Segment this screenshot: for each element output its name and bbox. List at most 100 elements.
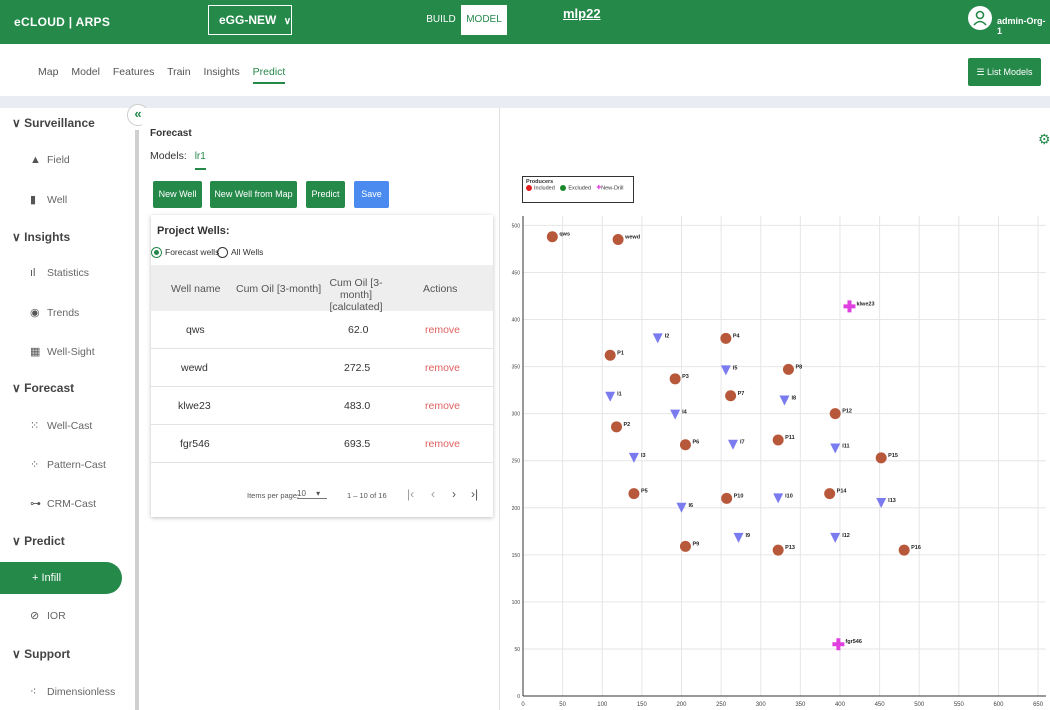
producer-marker [875, 452, 887, 464]
x-tick-label: 250 [716, 702, 727, 708]
previous-page-icon[interactable]: ‹ [431, 487, 435, 501]
excluded-dot-icon [560, 185, 567, 191]
new-well-button[interactable]: New Well [153, 181, 202, 208]
list-models-button[interactable]: ☰ List Models [968, 58, 1041, 86]
injector-marker [830, 532, 841, 543]
tab-model[interactable]: Model [71, 66, 100, 78]
sidebar-item-crm-cast[interactable]: ⊶ CRM-Cast [30, 497, 96, 510]
sidebar-item-label: Dimensionless [47, 686, 116, 698]
save-button[interactable]: Save [354, 181, 389, 208]
x-tick-label: 0 [521, 702, 525, 708]
sidebar-group-predict[interactable]: ∨ Predict [12, 534, 65, 548]
y-tick-label: 100 [512, 600, 521, 606]
sidebar-group-label: Support [24, 647, 71, 661]
point-label: I1 [617, 392, 622, 398]
model-tab-lr1[interactable]: lr1 [194, 151, 206, 170]
pattern-icon: ⁘ [30, 459, 40, 471]
sidebar-group-label: Forecast [24, 381, 75, 395]
point-label: P8 [795, 364, 802, 370]
injector-marker [605, 391, 616, 402]
project-name-link[interactable]: mlp22 [563, 6, 601, 21]
producer-marker [611, 421, 623, 433]
first-page-icon[interactable]: |‹ [407, 487, 415, 501]
table-row: fgr546 693.5 remove [151, 425, 493, 463]
page-range: 1 – 10 of 16 [347, 491, 387, 500]
producer-marker [669, 373, 681, 385]
sidebar-item-ior[interactable]: ⊘ IOR [30, 609, 66, 622]
point-label: P2 [624, 422, 631, 428]
tab-train[interactable]: Train [167, 66, 191, 78]
sidebar-item-well-cast[interactable]: ⁙ Well-Cast [30, 419, 92, 432]
sidebar-group-forecast[interactable]: ∨ Forecast [12, 381, 75, 395]
sidebar-item-label: Infill [41, 572, 62, 584]
producer-marker [721, 492, 733, 504]
producer-marker [772, 434, 784, 446]
legend-item-included: Included [534, 185, 555, 192]
tab-predict[interactable]: Predict [252, 66, 286, 84]
build-mode-button[interactable]: BUILD [426, 14, 456, 25]
new-well-from-map-button[interactable]: New Well from Map [210, 181, 297, 208]
producer-marker [720, 332, 732, 344]
point-label: P16 [911, 545, 921, 551]
table-row: klwe23 483.0 remove [151, 387, 493, 425]
user-avatar-icon[interactable] [968, 6, 992, 30]
items-per-page-select[interactable]: 10 ▾ [297, 489, 327, 499]
top-bar: eCLOUD | ARPS eGG-NEW ∨ BUILD MODEL mlp2… [0, 0, 1050, 44]
column-header-well-name[interactable]: Well name [171, 283, 221, 295]
point-label: P15 [888, 453, 898, 459]
well-scatter-chart[interactable]: 0 50 100 150 200 250 300 350 400 450 500 550 600 650 0… [506, 208, 1050, 710]
network-icon: ⊶ [30, 498, 41, 510]
sidebar-group-support[interactable]: ∨ Support [12, 647, 71, 661]
column-header-line2: [calculated] [329, 301, 383, 313]
tab-features[interactable]: Features [112, 66, 155, 78]
point-label: P14 [837, 489, 848, 495]
point-label: P3 [682, 374, 689, 380]
gear-icon[interactable]: ⚙ [1038, 131, 1050, 147]
point-label: fgr546 [845, 639, 862, 645]
sidebar-item-infill[interactable]: + Infill [0, 562, 122, 594]
models-label: Models: [150, 150, 187, 162]
sidebar-item-label: Well-Sight [47, 346, 95, 358]
point-label: I9 [746, 533, 751, 539]
app-brand[interactable]: eCLOUD | ARPS [14, 15, 111, 29]
next-page-icon[interactable]: › [452, 487, 456, 501]
model-mode-button[interactable]: MODEL [461, 5, 507, 35]
legend-items: Included Excluded ✚New-Drill [526, 185, 630, 191]
sidebar-item-well[interactable]: ▮ Well [30, 193, 67, 206]
paginator: Items per page: 10 ▾ 1 – 10 of 16 |‹ ‹ ›… [151, 483, 493, 513]
column-header-cum-oil-calculated[interactable]: Cum Oil [3-month] [calculated] [318, 277, 394, 313]
tab-map[interactable]: Map [38, 66, 59, 78]
point-label: P1 [617, 350, 624, 356]
remove-link[interactable]: remove [425, 362, 461, 374]
sidebar-item-dimensionless[interactable]: ⁖ Dimensionless [30, 685, 115, 698]
sidebar-item-statistics[interactable]: ıl Statistics [30, 267, 89, 279]
sidebar-item-trends[interactable]: ◉ Trends [30, 306, 79, 319]
cell-well-name: qws [186, 324, 205, 336]
point-label: P4 [733, 333, 741, 339]
sidebar-item-pattern-cast[interactable]: ⁘ Pattern-Cast [30, 458, 106, 471]
user-name[interactable]: admin-Org-1 [997, 16, 1046, 36]
predict-button[interactable]: Predict [306, 181, 345, 208]
column-header-cum-oil[interactable]: Cum Oil [3-month] [236, 283, 322, 295]
sidebar-scrollbar[interactable] [135, 130, 139, 710]
sidebar-group-label: Insights [24, 230, 71, 244]
sidebar-group-surveillance[interactable]: ∨ Surveillance [12, 116, 95, 130]
injector-marker [733, 532, 744, 543]
environment-label: eGG-NEW [219, 13, 277, 27]
environment-selector[interactable]: eGG-NEW ∨ [208, 5, 292, 35]
last-page-icon[interactable]: ›| [471, 487, 479, 501]
x-tick-label: 450 [875, 702, 886, 708]
remove-link[interactable]: remove [425, 438, 461, 450]
point-label: P6 [692, 440, 699, 446]
x-tick-label: 200 [676, 702, 687, 708]
sidebar-group-insights[interactable]: ∨ Insights [12, 230, 71, 244]
tab-insights[interactable]: Insights [203, 66, 240, 78]
new-drill-marker [843, 300, 856, 313]
remove-link[interactable]: remove [425, 324, 461, 336]
remove-link[interactable]: remove [425, 400, 461, 412]
x-tick-label: 150 [637, 702, 648, 708]
sidebar-item-field[interactable]: ▲ Field [30, 154, 70, 166]
sidebar-item-well-sight[interactable]: ▦ Well-Sight [30, 345, 95, 358]
radio-forecast-wells[interactable]: Forecast wells [151, 247, 219, 259]
radio-all-wells[interactable]: All Wells [217, 247, 263, 259]
